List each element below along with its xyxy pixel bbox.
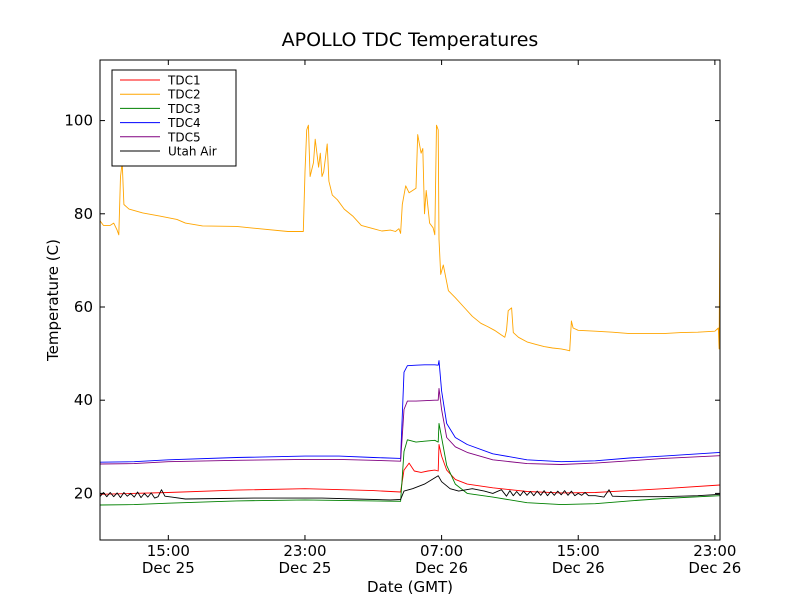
series-line-tdc3: [100, 423, 720, 506]
x-tick-label-time: 15:00: [557, 542, 600, 560]
legend-label-tdc2: TDC2: [167, 88, 201, 102]
series-line-tdc2: [100, 124, 720, 352]
x-tick-label-time: 23:00: [283, 542, 326, 560]
legend-label-tdc1: TDC1: [167, 74, 201, 88]
series-line-tdc4: [100, 360, 720, 463]
y-tick-label: 60: [74, 298, 93, 316]
series-line-utah-air: [100, 475, 720, 501]
x-tick-label-time: 07:00: [420, 542, 463, 560]
x-tick-label-date: Dec 26: [552, 559, 605, 577]
plot-frame: [99, 59, 721, 541]
x-axis-label: Date (GMT): [367, 578, 453, 596]
y-tick-label: 20: [74, 484, 93, 502]
y-tick-label: 40: [74, 391, 93, 409]
legend-box: [111, 69, 237, 167]
x-tick-label-date: Dec 25: [142, 559, 195, 577]
legend-label-tdc5: TDC5: [167, 130, 201, 144]
x-tick-label-date: Dec 26: [688, 559, 741, 577]
x-tick-label-date: Dec 25: [279, 559, 332, 577]
legend-label-utah-air: Utah Air: [168, 145, 217, 159]
legend-label-tdc3: TDC3: [167, 102, 201, 116]
legend-label-tdc4: TDC4: [167, 116, 201, 130]
y-tick-label: 100: [64, 112, 93, 130]
series-line-tdc5: [100, 388, 720, 465]
x-tick-label-date: Dec 26: [415, 559, 468, 577]
y-tick-label: 80: [74, 205, 93, 223]
y-axis-label: Temperature (C): [44, 239, 62, 362]
series-layer: [100, 124, 720, 506]
chart-title: APOLLO TDC Temperatures: [282, 29, 539, 51]
x-tick-label-time: 15:00: [147, 542, 190, 560]
series-line-tdc1: [100, 444, 720, 495]
x-tick-label-time: 23:00: [693, 542, 736, 560]
